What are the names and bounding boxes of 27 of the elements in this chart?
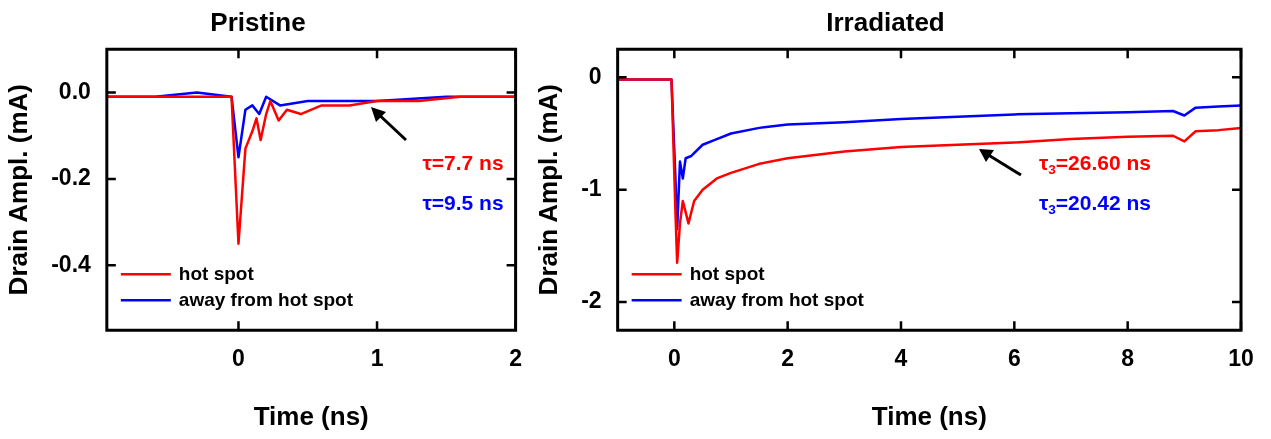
y-axis-title: Drain Ampl. (mA) xyxy=(532,84,563,296)
y-tick-label: -0.2 xyxy=(51,164,91,191)
y-tick-label: -0.4 xyxy=(51,250,92,277)
x-tick-label: 10 xyxy=(1228,345,1254,372)
x-tick-label: 1 xyxy=(370,345,384,372)
x-tick-label: 6 xyxy=(1007,345,1021,372)
chart-title: Pristine xyxy=(210,6,306,37)
annotation: τ=9.5 ns xyxy=(422,190,504,214)
x-tick-label: 0 xyxy=(667,345,681,372)
legend-label: hot spot xyxy=(178,263,255,285)
y-axis-title: Drain Ampl. (mA) xyxy=(2,84,33,296)
legend-label: hot spot xyxy=(689,263,766,285)
x-axis-title: Time (ns) xyxy=(871,400,987,431)
x-tick-label: 8 xyxy=(1121,345,1135,372)
x-axis-title: Time (ns) xyxy=(253,400,369,431)
chart-title: Irradiated xyxy=(826,6,945,37)
y-tick-label: -1 xyxy=(581,175,602,202)
y-tick-label: -2 xyxy=(581,287,602,314)
y-tick-label: 0.0 xyxy=(58,77,91,104)
x-tick-label: 2 xyxy=(781,345,795,372)
x-tick-label: 0 xyxy=(232,345,245,372)
x-tick-label: 4 xyxy=(894,345,908,372)
x-tick-label: 2 xyxy=(509,345,522,372)
annotation: τ=7.7 ns xyxy=(422,151,504,175)
legend-label: away from hot spot xyxy=(178,289,354,311)
legend-label: away from hot spot xyxy=(689,289,865,311)
y-tick-label: 0 xyxy=(588,62,602,89)
